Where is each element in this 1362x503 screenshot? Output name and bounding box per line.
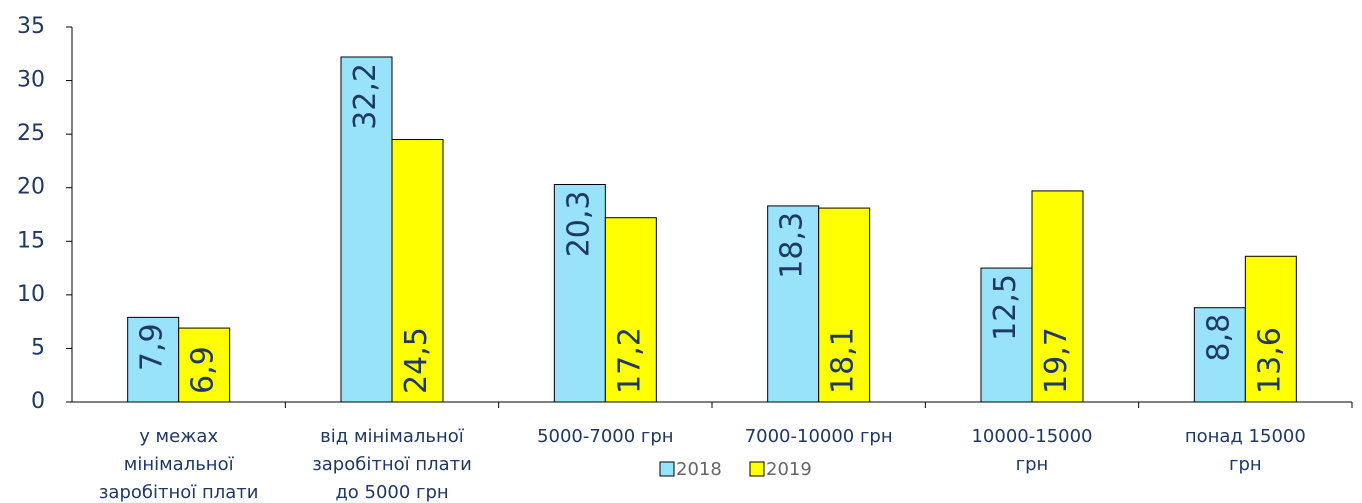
value-label: 7,9 <box>135 323 170 371</box>
x-tick-label: 10000-15000 грн <box>971 426 1092 475</box>
value-label: 17,2 <box>612 327 647 394</box>
x-tick-line: від мінімальної <box>320 426 465 447</box>
bar <box>980 267 1033 403</box>
value-label: 32,2 <box>348 63 383 130</box>
bar <box>553 184 606 403</box>
bar <box>1031 190 1084 403</box>
y-tick-label: 20 <box>17 175 45 200</box>
value-label: 13,6 <box>1252 327 1287 394</box>
x-tick-line: у межах <box>139 426 218 447</box>
x-tick-label: у межах мінімальної заробітної плати <box>99 426 259 503</box>
value-label: 18,1 <box>826 327 861 394</box>
bar <box>604 217 657 403</box>
y-tick-label: 10 <box>17 282 45 307</box>
x-tick-line: 5000-7000 грн <box>537 426 674 447</box>
x-tick-line: заробітної плати <box>99 482 259 503</box>
value-label: 24,5 <box>399 327 434 394</box>
legend-swatch <box>659 461 675 477</box>
bar <box>767 205 820 403</box>
bar <box>1244 255 1297 403</box>
x-tick-line: грн <box>1229 454 1262 475</box>
value-label: 19,7 <box>1039 327 1074 394</box>
bar <box>818 207 871 403</box>
x-tick-line: заробітної плати <box>312 454 472 475</box>
x-tick-line: грн <box>1016 454 1049 475</box>
y-tick-label: 35 <box>17 14 45 39</box>
x-tick-line: до 5000 грн <box>335 482 448 503</box>
legend-swatch <box>749 461 765 477</box>
x-tick-label: 7000-10000 грн <box>745 426 893 447</box>
x-tick-line: мінімальної <box>124 454 235 475</box>
value-label: 6,9 <box>186 346 221 394</box>
x-tick-line: 10000-15000 <box>971 426 1092 447</box>
x-tick-label: понад 15000 грн <box>1185 426 1306 475</box>
bar <box>1193 307 1246 403</box>
y-tick-label: 30 <box>17 68 45 93</box>
bar <box>391 139 444 403</box>
value-label: 8,8 <box>1201 314 1236 362</box>
y-tick-label: 0 <box>31 389 45 414</box>
value-label: 18,3 <box>775 212 810 279</box>
x-tick-line: понад 15000 <box>1185 426 1306 447</box>
legend-label: 2018 <box>676 459 722 480</box>
value-label: 20,3 <box>561 191 596 258</box>
y-tick-label: 5 <box>31 335 45 360</box>
x-tick-label: 5000-7000 грн <box>537 426 674 447</box>
y-tick-label: 15 <box>17 228 45 253</box>
y-tick-label: 25 <box>17 121 45 146</box>
x-tick-label: від мінімальної заробітної плати до 5000 г… <box>312 426 472 503</box>
value-label: 12,5 <box>988 274 1023 341</box>
x-tick-line: 7000-10000 грн <box>745 426 893 447</box>
legend-label: 2019 <box>766 459 812 480</box>
